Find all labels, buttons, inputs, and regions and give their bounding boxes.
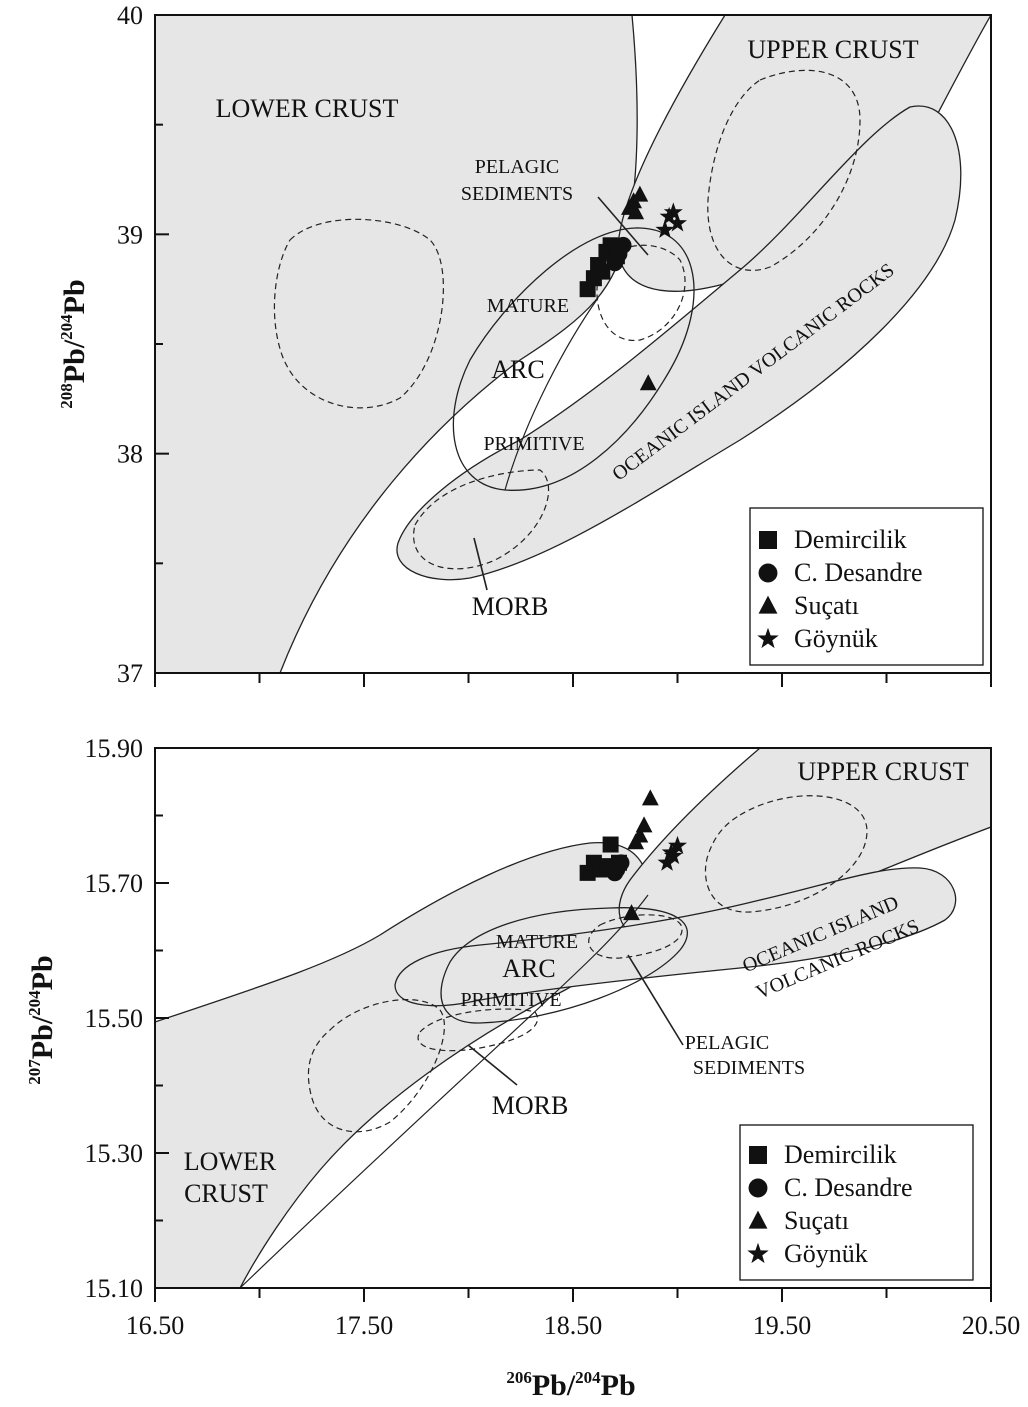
y-tick-label: 40 [117,1,143,30]
x-tick-label: 16.50 [126,1311,185,1340]
data-point-circle [608,861,626,878]
data-points-top [579,185,687,391]
y-tick-label: 15.30 [85,1139,144,1168]
data-point-circle [610,245,628,263]
label-lower-crust-1: LOWER [184,1147,277,1176]
field-pelagic-core [588,914,683,959]
legend-marker-circle [748,1178,768,1198]
axes-bottom: 15.10 15.30 15.50 15.70 15.90 16.50 17.50 18.50… [85,734,1021,1340]
legend-marker-triangle [758,595,778,614]
label-upper-crust: UPPER CRUST [747,35,918,64]
legend-label: Suçatı [784,1206,849,1235]
field-upper-crust-core [707,69,861,271]
label-pelagic-1: PELAGIC [685,1032,769,1054]
data-point-triangle [641,789,659,806]
field-morb [413,469,550,570]
y-tick-label: 15.10 [85,1274,144,1303]
data-points-bottom [579,789,687,921]
field-lower-crust-core [273,218,444,409]
data-point-triangle [635,816,653,833]
field-lower-crust-core [307,999,445,1133]
field-pelagic-core [596,244,686,341]
x-tick-label: 19.50 [753,1311,812,1340]
label-morb: MORB [472,592,549,621]
data-point-square [594,263,611,280]
y-tick-label: 38 [117,440,143,469]
data-point-star [668,213,687,232]
legend-marker-square [759,531,777,549]
legend-label: Demircilik [784,1140,897,1169]
y-tick-label: 37 [117,659,143,688]
legend-label: C. Desandre [794,558,923,587]
data-point-star [655,219,675,238]
data-point-triangle [631,185,649,202]
label-arc: ARC [491,355,544,384]
field-arc [440,907,688,1024]
leader-pelagic-bottom [627,954,684,1046]
label-mature: MATURE [487,295,569,317]
data-point-star [663,846,683,865]
leader-pelagic-top [597,196,649,256]
plot-bottom: 15.10 15.30 15.50 15.70 15.90 16.50 17.50 18.50… [25,734,1020,1402]
arc-divider [239,894,649,1288]
leader-morb-bottom [467,1044,518,1086]
field-lower-crust [155,15,638,673]
legend-label: C. Desandre [784,1173,913,1202]
arc-divider [504,297,599,491]
label-primitive: PRIMITIVE [460,989,561,1011]
label-pelagic-1: PELAGIC [475,156,559,178]
legend-marker-triangle [748,1210,768,1229]
y-tick-label: 15.70 [85,869,144,898]
x-tick-label: 20.50 [962,1311,1021,1340]
legend-marker-square [749,1146,767,1164]
label-lower-crust-2: CRUST [184,1179,268,1208]
plot-top: 37 38 39 40 LOWER CRUST UPPER CRUST PELAGIC… [57,1,992,688]
label-primitive: PRIMITIVE [483,433,584,455]
label-arc: ARC [502,954,555,983]
legend-marker-star [757,627,779,649]
legend-label: Göynük [794,624,878,653]
legend-label: Göynük [784,1239,868,1268]
label-pelagic-2: SEDIMENTS [461,183,573,205]
y-axis-label-bottom: 207Pb/204Pb [25,955,59,1084]
data-point-star [668,835,687,854]
data-point-triangle [639,374,657,391]
field-polygons-top [155,15,991,673]
field-polygons-bottom [155,748,991,1288]
data-point-triangle [627,203,645,220]
legend-marker-star [747,1242,769,1264]
label-mature: MATURE [496,931,578,953]
legend-label: Demircilik [794,525,907,554]
legend-label: Suçatı [794,591,859,620]
axes-top: 37 38 39 40 [117,1,992,688]
leader-morb-top [473,537,488,591]
legend-bottom: Demircilik C. Desandre Suçatı Göynük [739,1124,974,1281]
label-lower-crust: LOWER CRUST [216,94,399,123]
data-point-square [602,836,619,853]
x-tick-label: 18.50 [544,1311,603,1340]
field-ocean-island [394,867,957,1007]
x-tick-label: 17.50 [335,1311,394,1340]
field-lower-crust [155,841,649,1288]
label-upper-crust: UPPER CRUST [797,757,968,786]
label-pelagic-2: SEDIMENTS [693,1057,805,1079]
data-point-triangle [623,904,640,921]
legend-top: Demircilik C. Desandre Suçatı Göynük [749,507,984,666]
y-tick-label: 15.50 [85,1004,144,1033]
data-point-star [661,842,681,861]
y-tick-label: 39 [117,220,143,249]
data-point-star [657,852,677,871]
y-tick-label: 15.90 [85,734,144,763]
y-axis-label-top: 208Pb/204Pb [57,279,91,408]
legend-marker-circle [758,563,778,583]
x-axis-label: 206Pb/204Pb [506,1368,635,1402]
data-point-star [663,202,683,221]
data-point-triangle [627,833,645,850]
field-morb [417,1008,539,1052]
label-morb: MORB [492,1091,569,1120]
